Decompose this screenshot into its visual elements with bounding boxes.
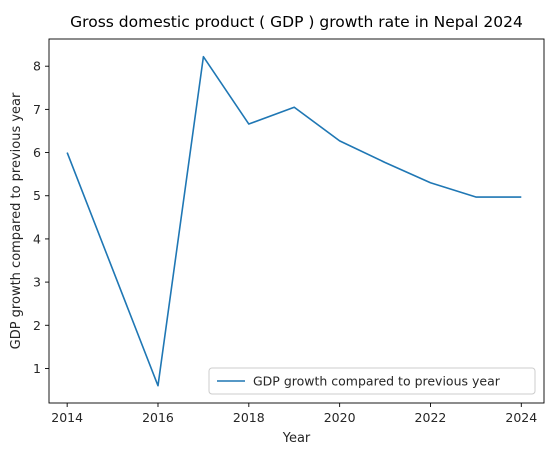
x-tick-label: 2018 <box>233 410 265 425</box>
y-tick-label: 6 <box>33 145 41 160</box>
y-tick-label: 7 <box>33 102 41 117</box>
x-axis-label: Year <box>282 431 311 446</box>
y-axis-label: GDP growth compared to previous year <box>9 92 24 349</box>
plot-frame <box>48 38 545 404</box>
legend: GDP growth compared to previous year <box>208 367 536 395</box>
y-tick-label: 4 <box>33 231 41 246</box>
legend-label: GDP growth compared to previous year <box>253 374 501 389</box>
x-tick-label: 2024 <box>505 410 537 425</box>
x-tick-label: 2014 <box>51 410 83 425</box>
y-tick-label: 8 <box>33 59 41 74</box>
y-tick-label: 5 <box>33 188 41 203</box>
chart-title: Gross domestic product ( GDP ) growth ra… <box>70 13 523 31</box>
x-tick-label: 2016 <box>142 410 174 425</box>
x-tick-label: 2020 <box>324 410 356 425</box>
plot-area: 2014 2016 2018 2020 2022 2024 1 2 3 4 5 6 7 8 <box>33 38 545 425</box>
series-line-0 <box>66 55 522 387</box>
x-tick-label: 2022 <box>415 410 447 425</box>
legend-box <box>208 367 536 395</box>
y-tick-label: 3 <box>33 275 41 290</box>
y-tick-label: 2 <box>33 318 41 333</box>
y-tick-label: 1 <box>33 361 41 376</box>
